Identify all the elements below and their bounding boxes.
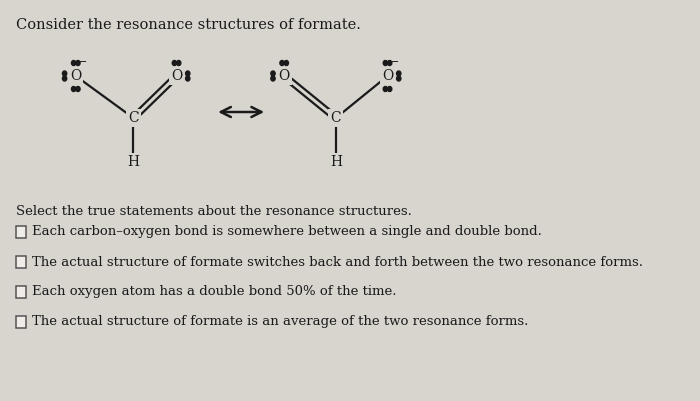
Circle shape — [280, 61, 284, 65]
Circle shape — [271, 76, 275, 81]
Circle shape — [383, 61, 388, 65]
Circle shape — [62, 71, 66, 76]
FancyBboxPatch shape — [15, 286, 26, 298]
Text: C: C — [330, 111, 341, 125]
Text: −: − — [78, 57, 88, 67]
Text: −: − — [390, 57, 399, 67]
Text: Consider the resonance structures of formate.: Consider the resonance structures of for… — [15, 18, 360, 32]
FancyBboxPatch shape — [15, 256, 26, 268]
Text: The actual structure of formate is an average of the two resonance forms.: The actual structure of formate is an av… — [32, 316, 528, 328]
Circle shape — [284, 61, 288, 65]
Text: Each oxygen atom has a double bond 50% of the time.: Each oxygen atom has a double bond 50% o… — [32, 286, 396, 298]
Text: O: O — [382, 69, 393, 83]
Circle shape — [388, 61, 392, 65]
Circle shape — [76, 61, 80, 65]
Text: C: C — [128, 111, 139, 125]
Text: Select the true statements about the resonance structures.: Select the true statements about the res… — [15, 205, 412, 218]
Circle shape — [176, 61, 181, 65]
Text: H: H — [330, 155, 342, 169]
Circle shape — [271, 71, 275, 76]
Circle shape — [186, 71, 190, 76]
Text: The actual structure of formate switches back and forth between the two resonanc: The actual structure of formate switches… — [32, 255, 643, 269]
Text: O: O — [171, 69, 182, 83]
Text: H: H — [127, 155, 139, 169]
Circle shape — [76, 87, 80, 91]
FancyBboxPatch shape — [15, 316, 26, 328]
FancyBboxPatch shape — [15, 226, 26, 238]
Circle shape — [397, 76, 401, 81]
Circle shape — [172, 61, 176, 65]
Circle shape — [397, 71, 401, 76]
Circle shape — [383, 87, 388, 91]
Circle shape — [71, 61, 76, 65]
Text: O: O — [70, 69, 81, 83]
Text: Each carbon–oxygen bond is somewhere between a single and double bond.: Each carbon–oxygen bond is somewhere bet… — [32, 225, 542, 239]
Circle shape — [186, 76, 190, 81]
Circle shape — [71, 87, 76, 91]
Circle shape — [62, 76, 66, 81]
Circle shape — [388, 87, 392, 91]
Text: O: O — [279, 69, 290, 83]
